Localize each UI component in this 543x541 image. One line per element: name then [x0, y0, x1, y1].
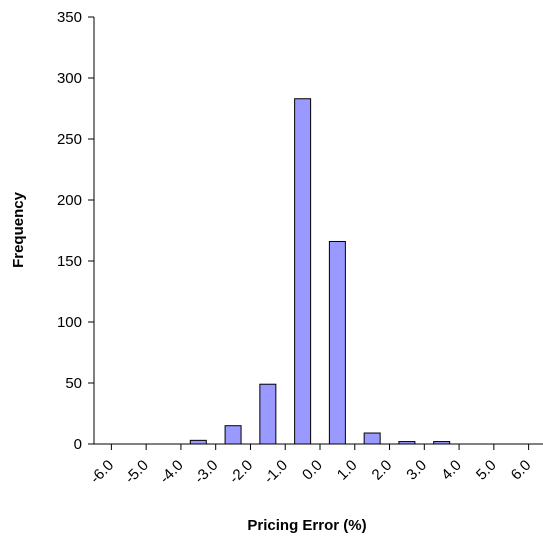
y-tick-label: 300: [57, 70, 82, 87]
x-axis-title: Pricing Error (%): [247, 517, 366, 534]
histogram-bar: [363, 432, 381, 445]
y-tick-label: 100: [57, 314, 82, 331]
x-tick-label: 0.0: [299, 457, 326, 484]
y-tick-label: 150: [57, 253, 82, 270]
y-tick-label: 0: [74, 436, 82, 453]
histogram-bar: [189, 439, 207, 445]
histogram-bar: [224, 425, 242, 445]
x-tick-label: -1.0: [261, 457, 291, 487]
y-tick-label: 350: [57, 9, 82, 26]
histogram-bar: [433, 441, 451, 445]
y-tick-label: 200: [57, 192, 82, 209]
histogram-bar: [259, 383, 277, 445]
x-axis: -6.0 -5.0 -4.0 -3.0 -2.0 -1.0 0.0 1.0 2.0 3.0 4.0 5…: [87, 443, 543, 487]
y-tick-label: 250: [57, 131, 82, 148]
x-tick-label: 5.0: [473, 457, 500, 484]
x-tick-label: 4.0: [438, 457, 465, 484]
x-tick-label: 3.0: [403, 457, 430, 484]
x-tick-label: 2.0: [369, 457, 396, 484]
y-tick-label: 50: [65, 375, 82, 392]
histogram-bar: [294, 98, 312, 445]
histogram-bar: [398, 441, 416, 445]
x-tick-label: -5.0: [122, 457, 152, 487]
y-axis: 0 50 100 150 200 250 300 350: [57, 9, 95, 453]
x-tick-label: 1.0: [334, 457, 361, 484]
histogram-bar: [328, 240, 346, 445]
x-tick-label: 6.0: [508, 457, 535, 484]
x-tick-label: -3.0: [191, 457, 221, 487]
y-axis-title: Frequency: [10, 191, 27, 268]
x-tick-label: -6.0: [87, 457, 117, 487]
bars: [189, 98, 451, 445]
x-tick-label: -2.0: [226, 457, 256, 487]
x-tick-label: -4.0: [156, 457, 186, 487]
